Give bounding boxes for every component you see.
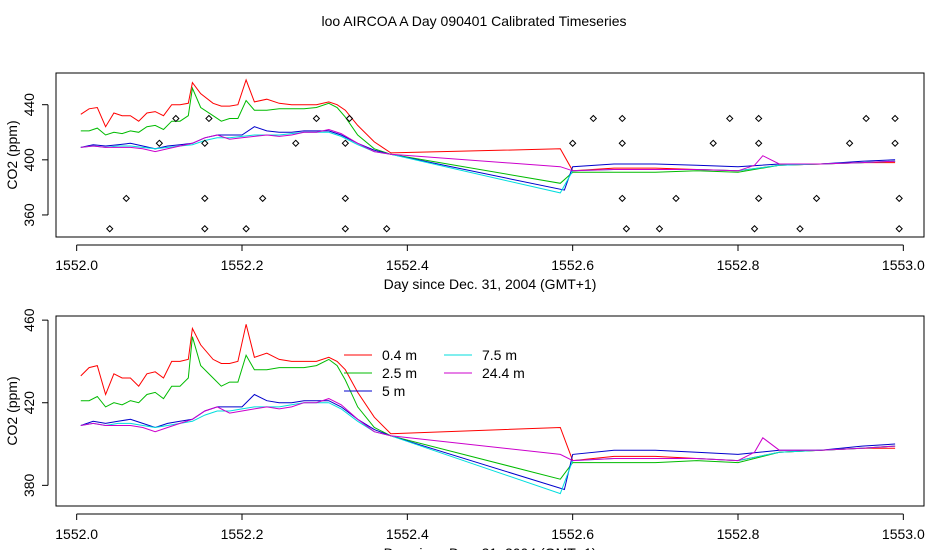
x-tick-label: 1553.0 — [882, 526, 925, 542]
x-axis-label: Day since Dec. 31, 2004 (GMT+1) — [384, 545, 597, 550]
marker-point — [205, 114, 213, 123]
marker-point — [895, 225, 903, 233]
series-line-4 — [80, 128, 896, 172]
x-tick-label: 1552.0 — [55, 257, 98, 273]
x-tick-label: 1552.8 — [717, 257, 760, 273]
series-line-2 — [80, 393, 896, 491]
plot-frame — [55, 72, 925, 238]
series-line-1 — [80, 86, 896, 184]
panel-top: 1552.0 1552.2 1552.4 1552.6 1552.8 1553.0 Day … — [4, 72, 925, 292]
marker-point — [862, 114, 870, 123]
y-tick-label: 460 — [21, 308, 37, 332]
series-line-2 — [80, 126, 896, 191]
x-tick-label: 1552.2 — [221, 257, 264, 273]
marker-point — [382, 225, 391, 233]
legend-label: 24.4 m — [482, 365, 525, 381]
x-tick-label: 1552.8 — [717, 526, 760, 542]
legend-label: 5 m — [382, 383, 405, 399]
y-axis-label: CO2 (ppm) — [4, 120, 20, 189]
series-line-1 — [80, 336, 896, 480]
y-tick-label: 400 — [21, 148, 37, 172]
series-line-4 — [80, 398, 896, 462]
legend-label: 2.5 m — [382, 365, 417, 381]
marker-point — [750, 225, 759, 233]
series-line-0 — [80, 324, 896, 462]
marker-point — [891, 139, 899, 147]
marker-point — [709, 139, 717, 147]
marker-point — [891, 114, 899, 123]
marker-point — [201, 225, 209, 233]
series-line-0 — [80, 78, 896, 172]
y-tick-label: 440 — [21, 93, 37, 117]
marker-point — [341, 194, 350, 203]
x-tick-label: 1552.2 — [221, 526, 264, 542]
x-tick-label: 1552.4 — [386, 526, 429, 542]
data-area — [80, 78, 903, 233]
marker-point — [618, 114, 626, 123]
marker-point — [672, 194, 680, 203]
marker-point — [845, 139, 854, 147]
series-line-3 — [80, 402, 896, 495]
marker-point — [312, 114, 321, 123]
marker-point — [618, 194, 626, 203]
marker-point — [796, 225, 804, 233]
marker-point — [655, 225, 664, 233]
panel-bottom: 1552.0 1552.2 1552.4 1552.6 1552.8 1553.0 Day … — [4, 308, 925, 550]
x-tick-label: 1552.4 — [386, 257, 429, 273]
marker-point — [106, 225, 114, 233]
marker-point — [201, 139, 209, 147]
marker-point — [242, 225, 250, 233]
marker-point — [754, 194, 763, 203]
marker-point — [589, 114, 598, 123]
marker-point — [568, 139, 577, 147]
marker-point — [155, 139, 164, 147]
page-title: loo AIRCOA A Day 090401 Calibrated Times… — [321, 13, 626, 29]
x-tick-label: 1552.0 — [55, 526, 98, 542]
marker-point — [258, 194, 267, 203]
x-tick-label: 1552.6 — [551, 257, 594, 273]
marker-point — [895, 194, 903, 203]
y-tick-label: 360 — [21, 203, 37, 227]
marker-point — [201, 194, 209, 203]
data-area — [80, 324, 896, 495]
x-axis-label: Day since Dec. 31, 2004 (GMT+1) — [384, 276, 597, 292]
y-tick-label: 380 — [21, 473, 37, 497]
marker-point — [292, 139, 300, 147]
marker-point — [726, 114, 734, 123]
marker-point — [172, 114, 180, 123]
legend-label: 7.5 m — [482, 347, 517, 363]
x-tick-label: 1552.6 — [551, 526, 594, 542]
marker-point — [622, 225, 631, 233]
y-tick-label: 420 — [21, 391, 37, 415]
y-axis-label: CO2 (ppm) — [4, 376, 20, 445]
marker-point — [345, 114, 354, 123]
marker-point — [812, 194, 821, 203]
marker-point — [618, 139, 626, 147]
marker-point — [122, 194, 130, 203]
marker-point — [341, 225, 350, 233]
plot-frame — [55, 315, 925, 507]
marker-point — [754, 139, 763, 147]
series-line-3 — [80, 131, 896, 194]
x-tick-label: 1553.0 — [882, 257, 925, 273]
marker-point — [341, 139, 350, 147]
marker-point — [754, 114, 763, 123]
legend-label: 0.4 m — [382, 347, 417, 363]
legend: 0.4 m 2.5 m 5 m 7.5 m 24.4 m — [344, 347, 525, 399]
